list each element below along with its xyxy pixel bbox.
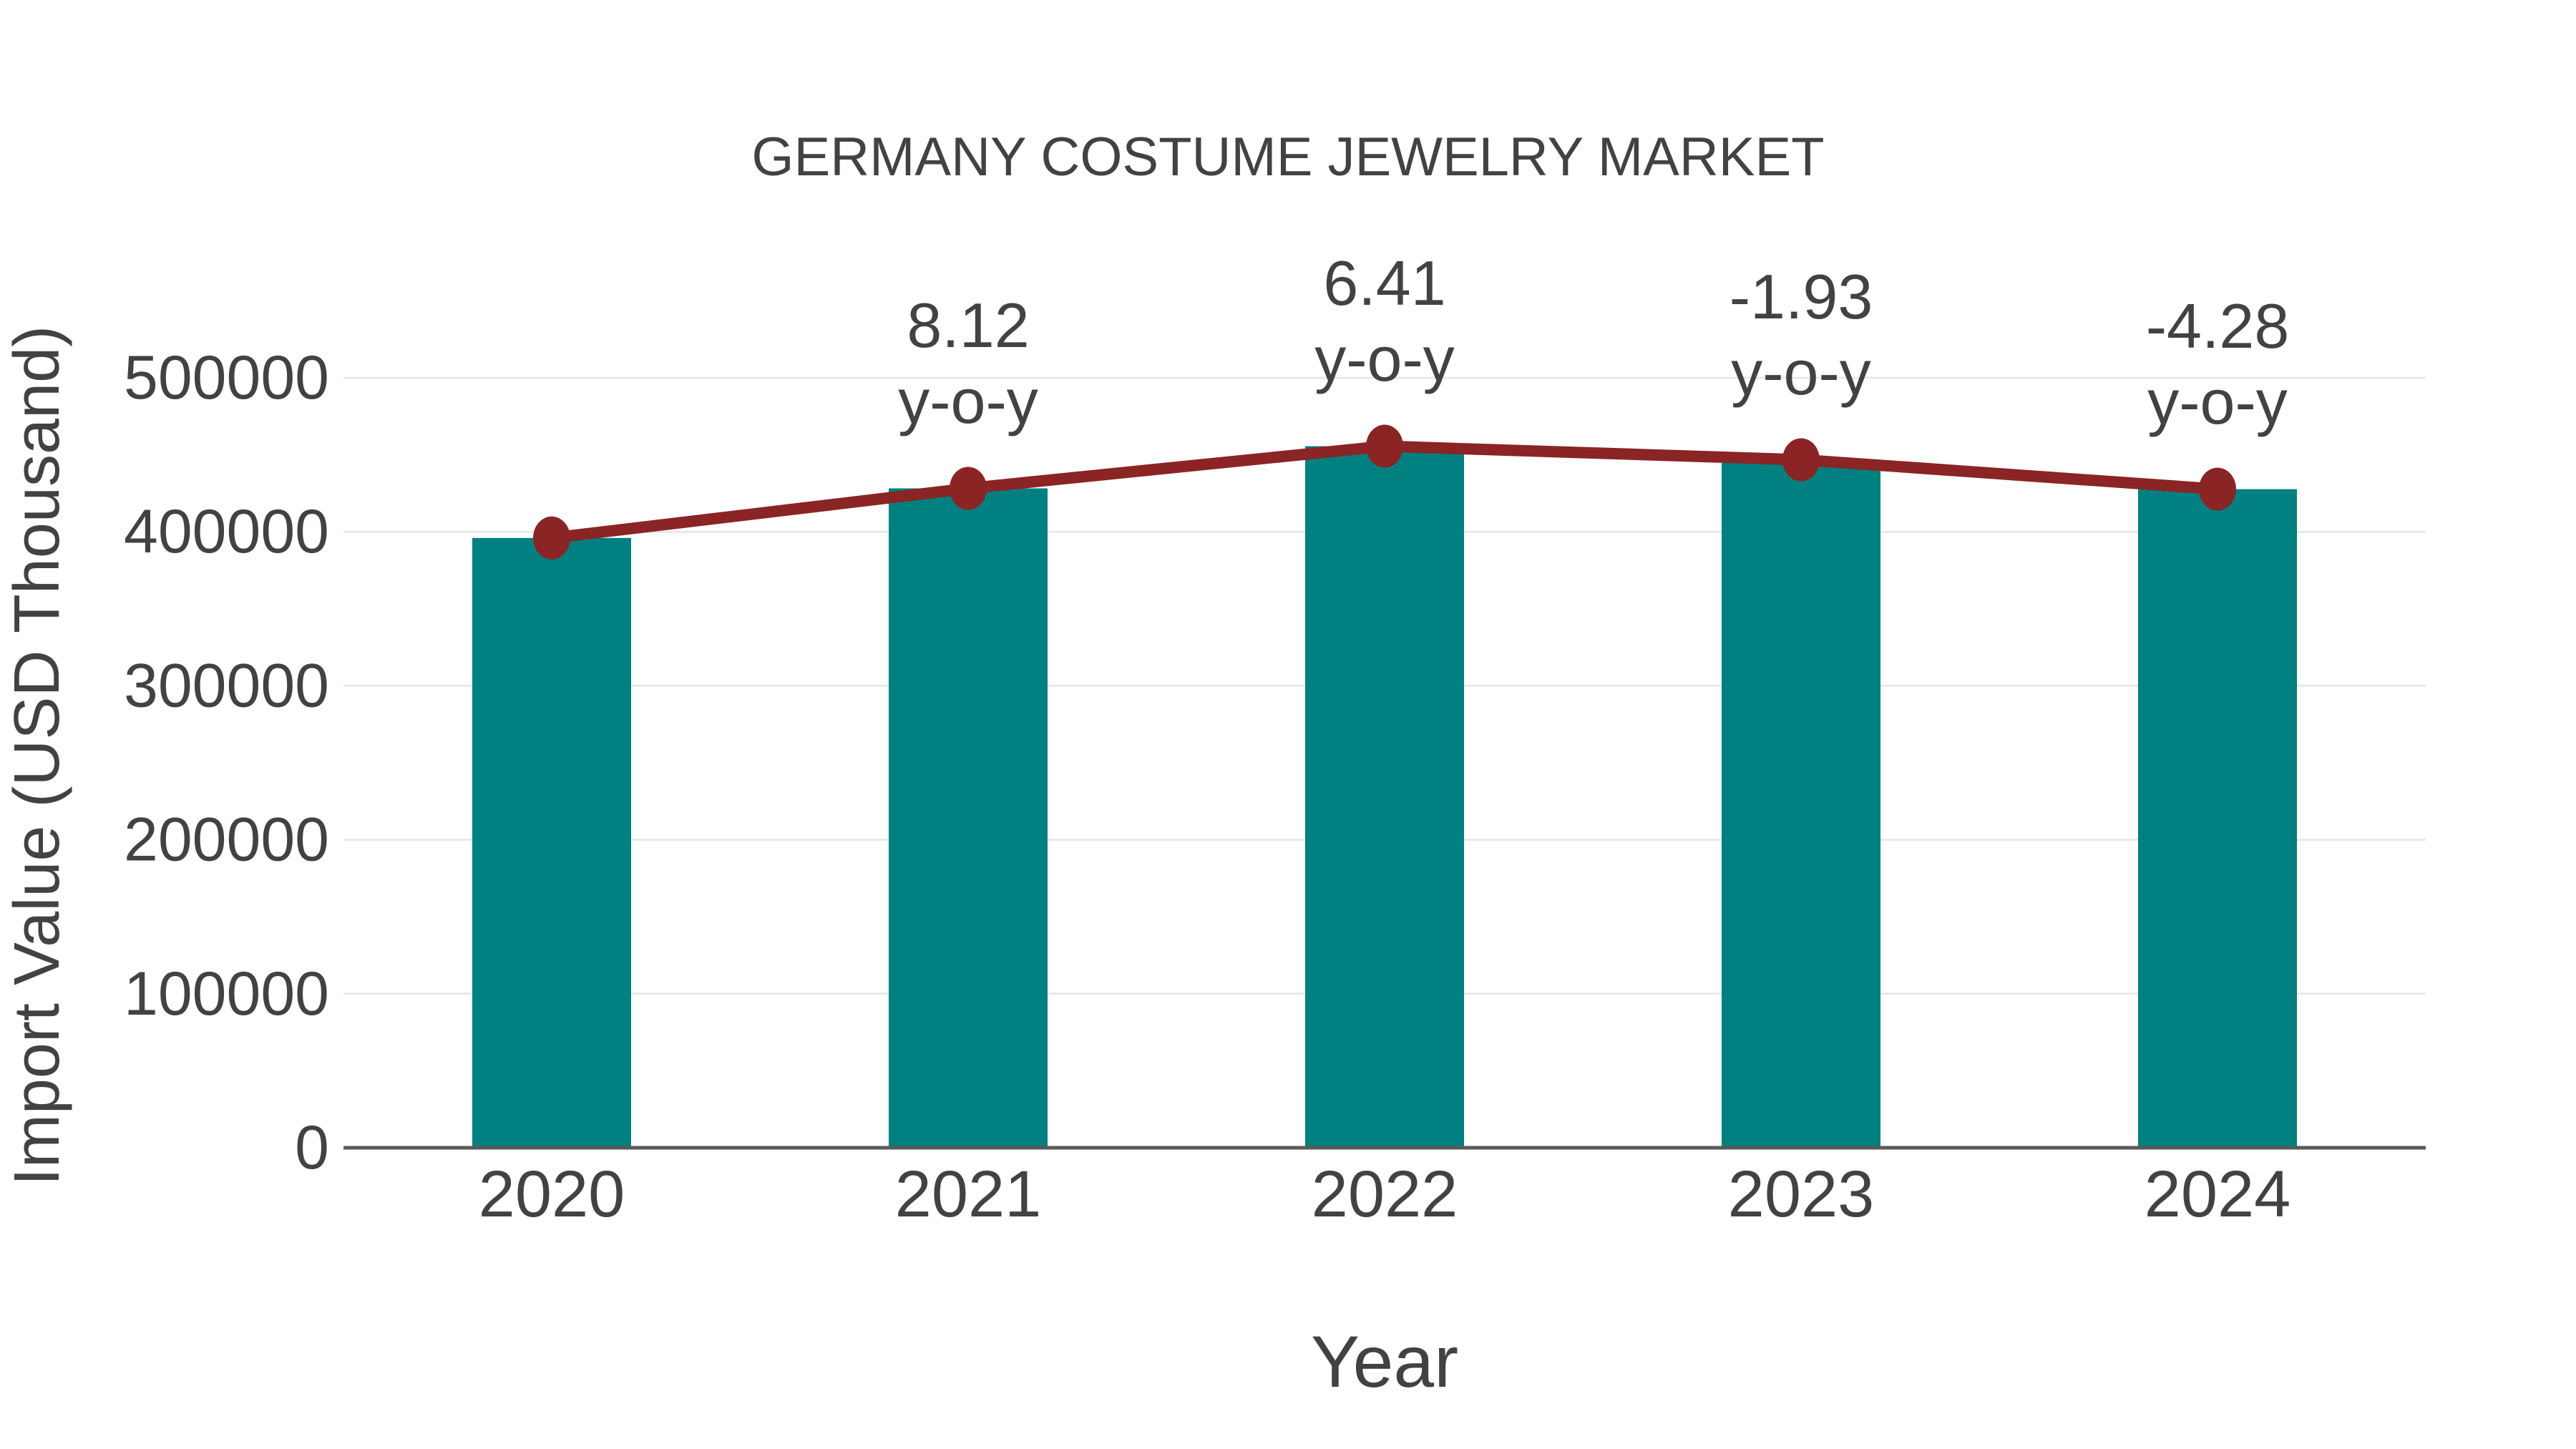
point-label-value-2023: -1.93 <box>1729 261 1873 332</box>
point-label-yoy-2021: y-o-y <box>898 366 1038 436</box>
line-marker-2021 <box>950 467 987 510</box>
x-tick-label-2023: 2023 <box>1728 1158 1875 1231</box>
bar-2020 <box>472 537 631 1148</box>
y-tick-label-0: 0 <box>295 1113 329 1182</box>
line-series <box>533 424 2236 560</box>
line-marker-2023 <box>1782 438 1820 482</box>
y-axis-title: Import Value (USD Thousand) <box>1 326 73 1186</box>
bar-2021 <box>889 488 1048 1148</box>
bar-2024 <box>2138 489 2297 1148</box>
y-tick-label-200000: 200000 <box>124 806 329 874</box>
bar-series <box>472 446 2297 1148</box>
line-marker-2020 <box>533 516 570 560</box>
y-axis-tick-labels: 0 100000 200000 300000 400000 500000 <box>124 343 329 1182</box>
point-label-yoy-2023: y-o-y <box>1731 337 1871 408</box>
y-tick-label-300000: 300000 <box>124 651 329 720</box>
line-marker-2022 <box>1366 424 1403 468</box>
y-tick-label-500000: 500000 <box>124 343 329 412</box>
bar-2023 <box>1722 459 1880 1148</box>
x-tick-label-2022: 2022 <box>1312 1158 1458 1231</box>
point-label-value-2022: 6.41 <box>1323 248 1445 318</box>
point-label-yoy-2022: y-o-y <box>1314 323 1455 394</box>
point-labels: 8.12y-o-y6.41y-o-y-1.93y-o-y-4.28y-o-y <box>898 248 2289 437</box>
x-axis-tick-labels: 2020 2021 2022 2023 2024 <box>479 1158 2291 1231</box>
y-tick-label-400000: 400000 <box>124 497 329 566</box>
point-label-value-2021: 8.12 <box>907 290 1029 361</box>
bar-2022 <box>1305 446 1464 1148</box>
point-label-value-2024: -4.28 <box>2146 291 2290 361</box>
line-marker-2024 <box>2199 467 2236 511</box>
chart-title: GERMANY COSTUME JEWELRY MARKET <box>751 127 1824 187</box>
x-tick-label-2021: 2021 <box>895 1158 1042 1231</box>
x-axis-title: Year <box>1311 1321 1458 1402</box>
x-tick-label-2024: 2024 <box>2145 1158 2291 1231</box>
x-tick-label-2020: 2020 <box>479 1158 625 1231</box>
point-label-yoy-2024: y-o-y <box>2147 366 2288 437</box>
y-tick-label-100000: 100000 <box>124 960 329 1028</box>
